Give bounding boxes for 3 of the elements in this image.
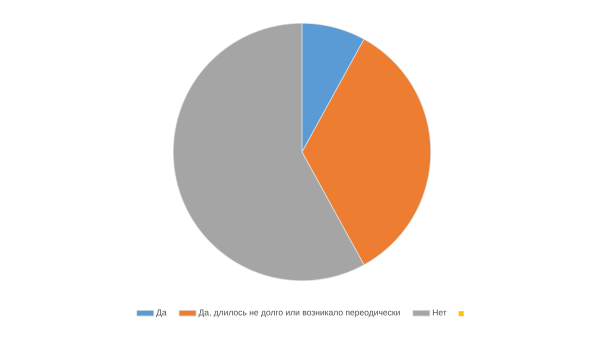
- legend-label: Нет: [432, 310, 447, 316]
- legend-label: Да: [156, 310, 167, 318]
- legend-label: Да, длилось не долго или возникало переодически: [198, 310, 400, 318]
